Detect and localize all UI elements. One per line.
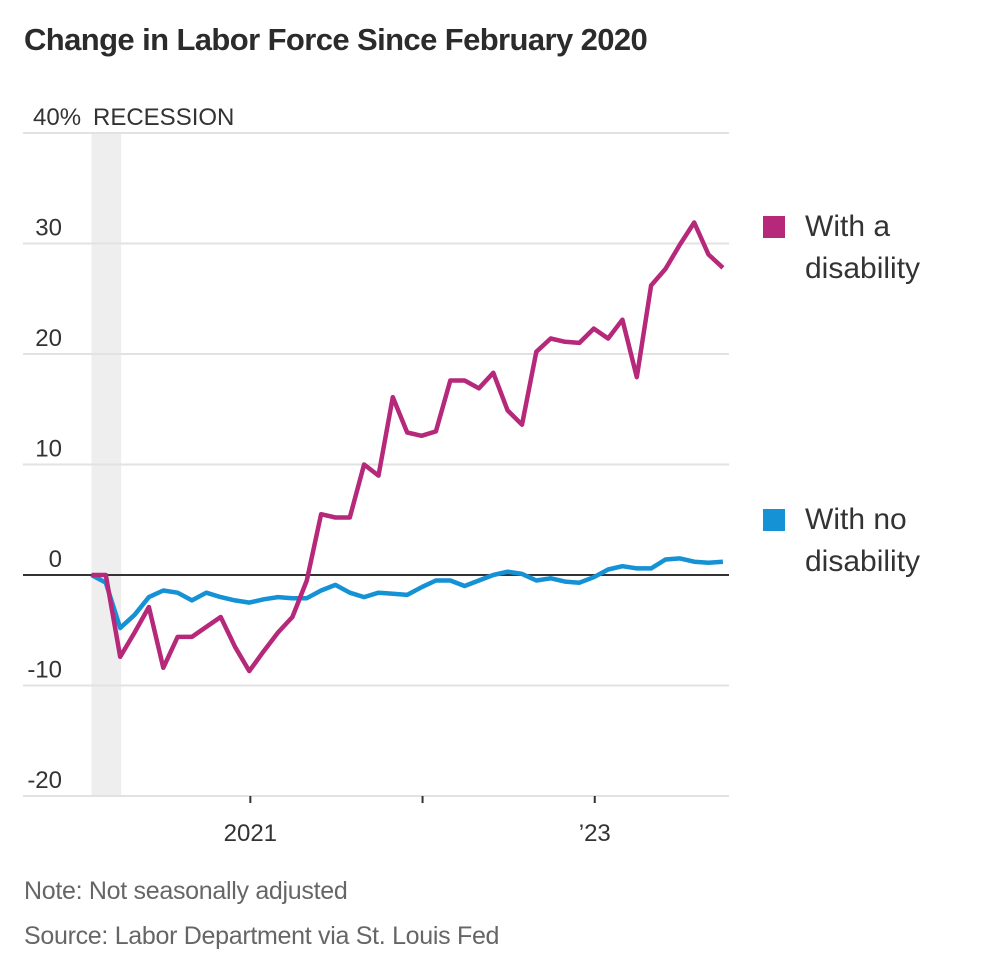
y-tick-label: 30 — [35, 215, 62, 242]
legend-swatch-no-disability — [763, 509, 785, 531]
footer-source: Source: Labor Department via St. Louis F… — [24, 922, 500, 950]
series-line-no-disability — [90, 556, 724, 631]
y-tick-label: 10 — [35, 436, 62, 463]
legend-label-line-2: disability — [805, 252, 921, 285]
y-tick-label: 40% — [33, 104, 81, 131]
legend-swatch-with-disability — [763, 216, 785, 238]
y-tick-label: 20 — [35, 325, 62, 352]
legend-label-line-2: disability — [805, 545, 921, 578]
y-tick-label: 0 — [49, 546, 62, 573]
x-tick-label: ’23 — [579, 820, 611, 847]
y-tick-label: -10 — [27, 657, 62, 684]
y-tick-label: -20 — [27, 767, 62, 794]
legend-item-no-disability: With no disability — [763, 499, 920, 583]
footer-note: Note: Not seasonally adjusted — [24, 877, 348, 905]
series-line-with-disability — [91, 220, 725, 674]
legend: With a disability — [763, 206, 920, 290]
chart-title: Change in Labor Force Since February 202… — [24, 22, 648, 57]
legend-item-with-disability: With a disability — [763, 206, 920, 290]
recession-label: RECESSION — [93, 104, 234, 131]
legend: With no disability — [763, 499, 920, 583]
legend-label-line-1: With no — [805, 503, 907, 536]
x-tick-label: 2021 — [224, 820, 277, 847]
legend-label-line-1: With a — [805, 210, 891, 243]
